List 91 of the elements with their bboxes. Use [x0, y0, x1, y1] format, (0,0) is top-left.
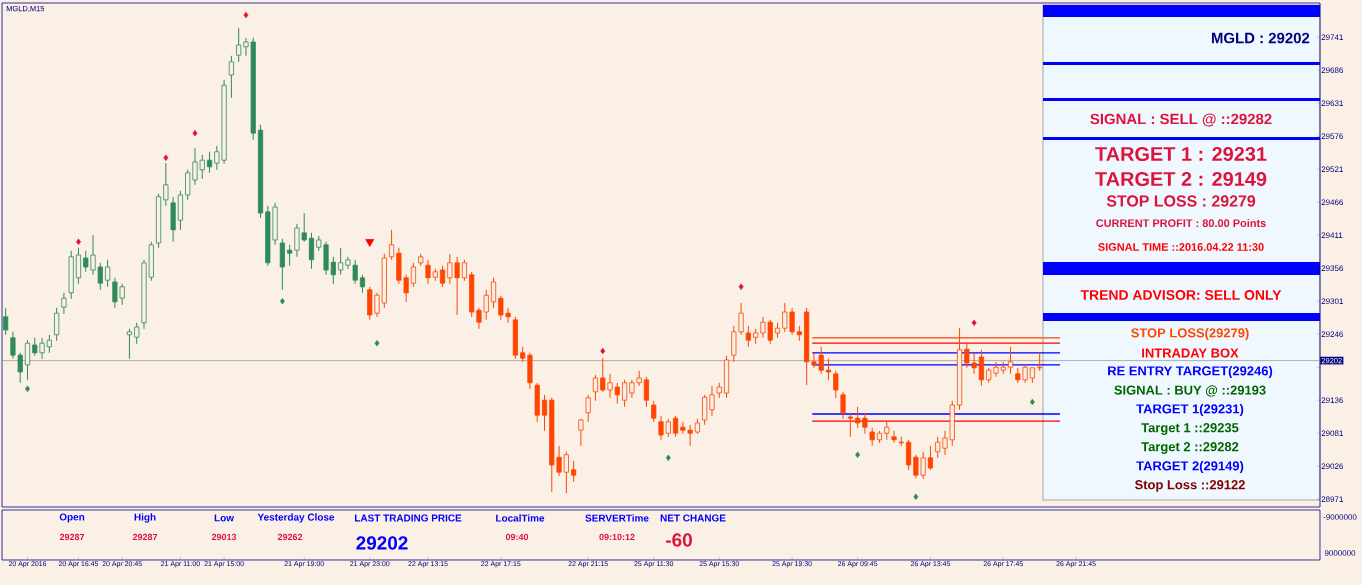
- candlestick: [126, 328, 133, 360]
- annotation: SIGNAL : BUY @ ::29193: [1114, 385, 1266, 397]
- candlestick: [134, 322, 140, 345]
- annotation: CURRENT PROFIT : 80.00 Points: [1096, 218, 1266, 228]
- annotation: SIGNAL : SELL @ ::29282: [1090, 113, 1272, 127]
- candlestick: [541, 394, 548, 432]
- point: [192, 130, 198, 137]
- point: [600, 347, 606, 355]
- candlestick: [105, 259, 111, 288]
- annotation: TARGET 2 : 29149: [1095, 171, 1267, 187]
- text: -60: [666, 533, 692, 547]
- text: 29262: [277, 533, 303, 541]
- point: [738, 283, 744, 290]
- point: [971, 319, 977, 326]
- point: [279, 298, 285, 305]
- candlestick: [840, 391, 846, 420]
- candlestick: [563, 451, 569, 494]
- text: Open: [59, 513, 85, 523]
- text: Low: [214, 514, 235, 522]
- ref-line-label: TARGET 1(29231): [1136, 403, 1244, 417]
- text: High: [134, 513, 156, 523]
- text: 29202: [356, 536, 408, 550]
- point: [374, 340, 380, 347]
- annotation: MGLD : 29202: [1211, 32, 1310, 44]
- point: [665, 454, 671, 461]
- annotation: TARGET 1 : 29231: [1095, 146, 1267, 162]
- candlestick: [571, 460, 577, 483]
- candlestick: [410, 262, 417, 288]
- ref-line-label: RE ENTRY TARGET(29246): [1108, 365, 1273, 379]
- candlestick: [651, 400, 657, 423]
- point: [163, 154, 169, 161]
- candlestick: [24, 339, 31, 381]
- annotation: Stop Loss ::29122: [1134, 480, 1245, 492]
- candlestick: [439, 265, 446, 288]
- text: 29013: [211, 533, 237, 541]
- candlestick: [3, 307, 9, 336]
- candlestick: [825, 358, 832, 381]
- candlestick: [745, 325, 751, 348]
- candlestick: [279, 238, 285, 291]
- text: 29287: [59, 533, 85, 541]
- text: LocalTime: [496, 514, 545, 522]
- point: [913, 493, 919, 500]
- candlestick: [330, 256, 336, 285]
- candlestick: [308, 232, 315, 270]
- candlestick: [461, 259, 467, 282]
- candlestick: [287, 244, 293, 267]
- candlestick: [585, 394, 591, 423]
- candlestick: [592, 374, 599, 402]
- candlestick: [906, 439, 912, 471]
- annotation: SIGNAL TIME ::2016.04.22 11:30: [1098, 243, 1264, 251]
- text: 29287: [132, 533, 158, 541]
- ref-line-label: TARGET 2(29149): [1136, 460, 1244, 474]
- candlestick: [978, 349, 984, 387]
- annotation: Target 1 ::29235: [1141, 423, 1239, 435]
- candlestick: [163, 162, 169, 207]
- candlestick: [54, 307, 60, 342]
- text: LAST TRADING PRICE: [355, 514, 462, 522]
- candlestick: [338, 247, 344, 276]
- ref-line-label: STOP LOSS(29279): [1131, 327, 1249, 341]
- candlestick: [578, 418, 584, 447]
- candlestick: [927, 445, 934, 471]
- candlestick: [1007, 346, 1014, 375]
- text: 09:10:12: [599, 533, 635, 541]
- annotation: Target 2 ::29282: [1141, 442, 1239, 454]
- candlestick: [389, 229, 395, 261]
- text: SERVERTime: [585, 514, 649, 522]
- annotation: TREND ADVISOR: SELL ONLY: [1080, 290, 1282, 300]
- candlestick: [855, 406, 861, 429]
- candlestick: [228, 55, 234, 99]
- point: [76, 238, 81, 245]
- candlestick: [490, 277, 497, 309]
- candlestick: [643, 376, 650, 408]
- candlestick: [206, 151, 213, 174]
- point: [25, 385, 30, 392]
- candlestick: [862, 412, 868, 435]
- candlestick: [672, 415, 679, 438]
- text: NET CHANGE: [660, 514, 726, 522]
- candlestick: [847, 412, 853, 438]
- point: [243, 11, 249, 19]
- point: [365, 239, 375, 247]
- candlestick: [833, 370, 839, 399]
- candlestick: [75, 247, 82, 285]
- candlestick: [61, 292, 67, 315]
- text: Yesterday Close: [257, 513, 335, 523]
- point: [855, 451, 861, 458]
- candlestick: [622, 379, 628, 408]
- point: [1029, 398, 1035, 406]
- text: 09:40: [505, 533, 529, 541]
- ref-line-label: INTRADAY BOX: [1142, 348, 1239, 358]
- annotation: STOP LOSS : 29279: [1106, 195, 1256, 207]
- candlestick: [891, 430, 897, 444]
